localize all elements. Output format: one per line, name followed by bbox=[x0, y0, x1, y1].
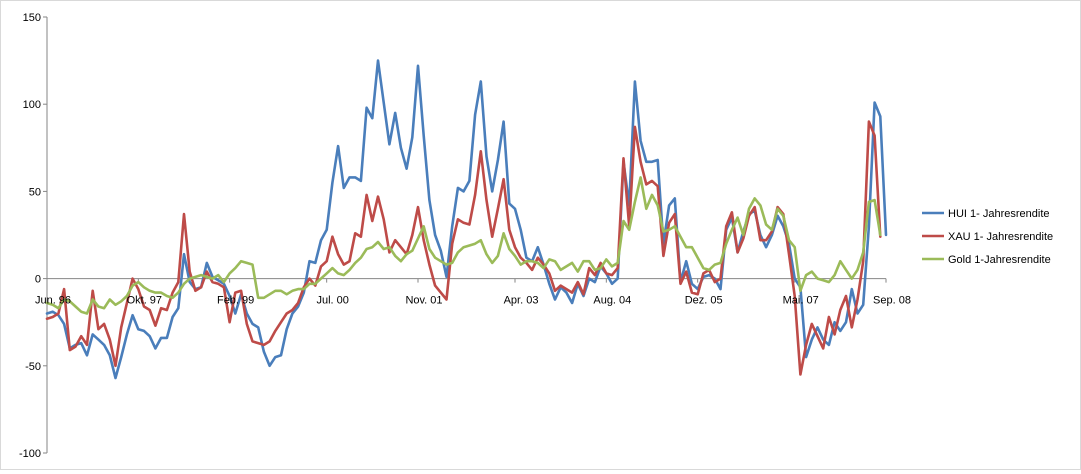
x-tick-label: Feb. 99 bbox=[217, 295, 254, 307]
x-tick-label: Nov. 01 bbox=[405, 295, 442, 307]
legend-label: Gold 1-Jahresrendite bbox=[948, 254, 1051, 266]
x-tick-label: Mai. 07 bbox=[783, 295, 819, 307]
series-line-1 bbox=[45, 59, 888, 380]
y-tick-label: 100 bbox=[23, 99, 41, 111]
y-tick-label: 150 bbox=[23, 12, 41, 24]
y-tick-label: -100 bbox=[19, 448, 41, 460]
y-tick-label: 50 bbox=[29, 186, 41, 198]
x-tick-label: Okt. 97 bbox=[127, 295, 162, 307]
y-tick-label: -50 bbox=[25, 361, 41, 373]
y-tick-label: 0 bbox=[35, 274, 41, 286]
series-line-3 bbox=[45, 176, 882, 315]
x-tick-label: Jul. 00 bbox=[316, 295, 348, 307]
x-tick-label: Aug. 04 bbox=[593, 295, 631, 307]
x-tick-label: Dez. 05 bbox=[685, 295, 723, 307]
x-tick-label: Jun. 96 bbox=[35, 295, 71, 307]
series-line-2 bbox=[45, 120, 882, 376]
x-tick-label: Apr. 03 bbox=[504, 295, 539, 307]
legend-label: XAU 1- Jahresrendite bbox=[948, 231, 1053, 243]
legend-label: HUI 1- Jahresrendite bbox=[948, 208, 1050, 220]
x-tick-label: Sep. 08 bbox=[873, 295, 911, 307]
